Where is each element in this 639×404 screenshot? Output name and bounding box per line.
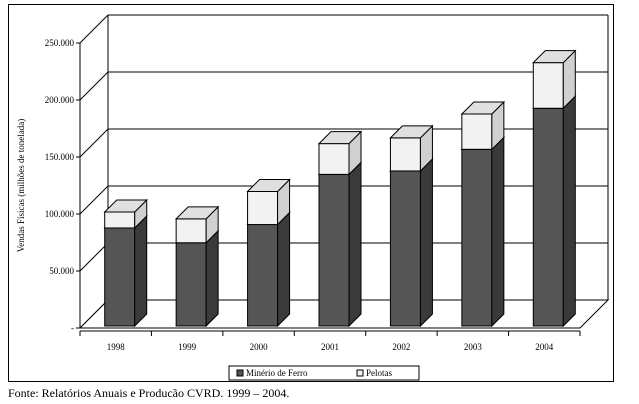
bar-pelotas-2000-front — [247, 190, 279, 226]
y-tick-label: 200.000 — [45, 95, 75, 105]
bar-minerio-2001-front — [318, 173, 350, 327]
bar-pelotas-2002-front — [389, 137, 421, 172]
bar-minerio-2000-front — [247, 224, 279, 327]
bar-minerio-1999-side — [205, 229, 219, 328]
bar-pelotas-2003-front — [461, 113, 493, 150]
bar-pelotas-2001-top — [317, 131, 363, 145]
bar-pelotas-2004-front — [532, 62, 564, 109]
bar-minerio-2003-front — [461, 148, 493, 327]
y-tick-label: - — [71, 323, 74, 333]
x-tick-label: 1999 — [178, 342, 197, 352]
bar-pelotas-2002-top — [389, 125, 434, 139]
x-tick-label: 2001 — [321, 342, 339, 352]
bar-minerio-2001-side — [348, 161, 362, 328]
x-tick-label: 2002 — [392, 342, 410, 352]
bar-pelotas-1999-top — [174, 206, 220, 220]
source-note: Fonte: Relatórios Anuais e Producão CVRD… — [8, 386, 290, 400]
gridline-side — [79, 71, 109, 101]
gridline-side — [79, 128, 109, 158]
bar-pelotas-2001-front — [318, 143, 350, 175]
y-tick-label: 50.000 — [49, 266, 74, 276]
x-tick-label: 2000 — [250, 342, 269, 352]
x-tick-label: 1998 — [107, 342, 126, 352]
gridline-side — [79, 14, 109, 44]
y-tick-label: 150.000 — [45, 152, 75, 162]
y-tick-label: 250.000 — [45, 38, 75, 48]
bar-minerio-1999-front — [175, 242, 207, 327]
y-axis-title: Vendas Físicas (milhões de tonelada) — [16, 119, 26, 252]
bar-minerio-2004-front — [532, 107, 564, 327]
y-tick-label: 100.000 — [45, 209, 75, 219]
bar-pelotas-2004-top — [532, 50, 577, 64]
bar-minerio-2002-side — [419, 157, 433, 328]
bar-minerio-2000-side — [277, 211, 291, 328]
x-tick-label: 2004 — [535, 342, 554, 352]
legend-swatch-pelotas — [356, 369, 364, 377]
legend-label-pelotas: Pelotas — [366, 368, 392, 378]
bar-minerio-1998-front — [104, 227, 136, 327]
legend-swatch-minerio — [236, 369, 244, 377]
x-tick-label: 2003 — [464, 342, 483, 352]
bar-pelotas-1999-front — [175, 218, 207, 244]
bar-pelotas-1998-front — [104, 211, 136, 229]
bar-pelotas-2003-top — [460, 101, 506, 115]
gridline-side — [79, 185, 109, 215]
bar-minerio-2003-side — [491, 136, 505, 328]
gridline-side — [79, 242, 109, 272]
bar-pelotas-1998-top — [103, 199, 148, 213]
bar-pelotas-2000-top — [246, 178, 291, 192]
bar-minerio-1998-side — [134, 214, 148, 328]
bar-minerio-2004-side — [562, 95, 576, 328]
legend-box — [228, 365, 420, 381]
bar-minerio-2002-front — [389, 170, 421, 327]
legend-label-minerio: Minério de Ferro — [246, 368, 308, 378]
